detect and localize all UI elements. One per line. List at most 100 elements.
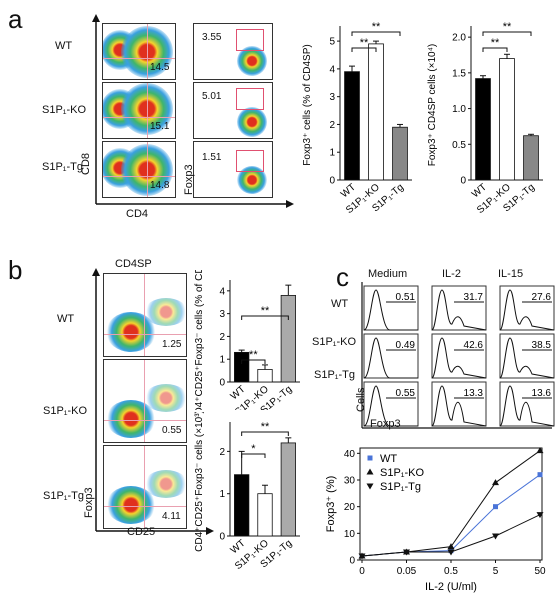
y-tick-label: 2 <box>329 120 335 131</box>
flow-plot-cd4cd8-wt: 14.5 <box>102 23 176 80</box>
histogram-box <box>499 333 555 379</box>
bar-chart-cd25-percent: CD4⁺CD25⁺Foxp3⁻ cells (% of CD4SP) 01234W… <box>194 270 300 410</box>
row-label-tg: S1P₁-Tg <box>42 161 84 173</box>
sig-bracket <box>482 47 508 52</box>
sig-marker: ** <box>249 349 258 361</box>
histogram-box <box>499 285 555 331</box>
row-label-tg-b: S1P₁-Tg <box>43 490 85 502</box>
foxp3-value-tg: 1.51 <box>202 152 222 163</box>
bar <box>257 493 273 537</box>
y-tick-label: 1 <box>219 355 225 366</box>
y-tick-label: 0 <box>219 378 225 389</box>
foxp3-axis-label-c: Foxp3 <box>370 418 401 430</box>
bar-chart-foxp3-count: Foxp3⁺ CD4SP cells (×10⁴)00.51.01.52.0WT… <box>427 21 543 216</box>
sig-marker: ** <box>491 37 500 49</box>
bar <box>257 369 273 383</box>
data-point <box>403 549 410 556</box>
bar <box>234 351 250 383</box>
flow-plot-foxp3-tg: 1.51 <box>193 141 273 198</box>
sig-marker: * <box>251 443 256 455</box>
panel-a-axes <box>92 14 294 208</box>
foxp3-value-ko: 5.01 <box>202 91 222 102</box>
flow-plot-cd25-wt: 1.25 <box>103 273 187 357</box>
y-tick-label: 3 <box>219 309 225 320</box>
histogram-box <box>363 381 419 427</box>
y-tick-label: 3 <box>329 92 335 103</box>
y-tick-label: 4 <box>219 286 225 297</box>
histogram-curve <box>431 337 487 379</box>
row-label-wt: WT <box>55 40 73 52</box>
flow-plot-cd25-tg: 4.11 <box>103 445 187 529</box>
data-point <box>447 549 455 556</box>
sig-marker: ** <box>372 21 381 33</box>
row-label-ko: S1P₁-KO <box>42 104 87 116</box>
row-label-wt-b: WT <box>57 313 75 325</box>
panel-b-axes <box>92 268 214 535</box>
histogram-value: 13.3 <box>464 388 484 399</box>
y-tick-label: 0 <box>329 176 335 187</box>
bar <box>523 135 539 181</box>
row-label-wt-c: WT <box>331 298 349 310</box>
bar-chart-cd25-count: CD4⁺CD25⁺Foxp3⁻ cells (×10³) 012WTS1P₁-KO… <box>194 412 300 572</box>
histogram-value: 0.49 <box>396 340 416 351</box>
sig-marker: ** <box>261 421 270 433</box>
sig-bracket <box>241 431 289 436</box>
y-axis-label: CD4⁺CD25⁺Foxp3⁻ cells (% of CD4SP) <box>194 270 205 410</box>
bar <box>280 442 296 537</box>
row-label-ko-c: S1P₁-KO <box>312 336 357 348</box>
bar <box>499 58 515 181</box>
bar <box>475 78 491 181</box>
data-point <box>367 455 373 461</box>
y-tick-label: 2.0 <box>452 33 466 44</box>
histogram-curve <box>431 289 487 331</box>
histogram-grid: 0.51 31.7 27.6 0.49 42.6 38.5 0.55 13.3 13.6 <box>361 282 555 429</box>
flow-plot-cd4cd8-ko: 15.1 <box>102 82 176 139</box>
histogram-box <box>499 381 555 427</box>
sig-bracket <box>241 315 289 320</box>
foxp3-axis-label-b: Foxp3 <box>83 487 95 518</box>
y-tick-label: 0 <box>349 556 355 567</box>
histogram-box <box>431 285 487 331</box>
histogram-curve <box>499 289 555 331</box>
y-tick-label: 1.0 <box>452 104 466 115</box>
y-tick-label: 0.5 <box>452 140 466 151</box>
y-tick-label: 5 <box>329 37 335 48</box>
sig-bracket <box>351 31 401 36</box>
bar <box>368 43 384 181</box>
data-point <box>493 504 498 510</box>
sig-marker: ** <box>360 37 369 49</box>
bar <box>392 126 408 181</box>
histogram-curve <box>363 289 418 331</box>
sig-bracket <box>241 453 266 458</box>
row-label-tg-c: S1P₁-Tg <box>314 369 356 381</box>
cd25-value-tg: 4.11 <box>162 511 181 522</box>
legend-label: S1P₁-Tg <box>380 481 421 493</box>
bar <box>234 474 250 537</box>
histogram-box <box>363 333 419 379</box>
data-point <box>536 447 544 454</box>
col-header-medium: Medium <box>368 268 408 280</box>
y-axis-label: Foxp3⁺ cells (% of CD4SP) <box>302 44 313 165</box>
y-tick-label: 1.5 <box>452 68 466 79</box>
y-tick-label: 0 <box>460 176 466 187</box>
bar <box>344 71 360 181</box>
histogram-value: 13.6 <box>532 388 552 399</box>
y-axis-label: CD4⁺CD25⁺Foxp3⁻ cells (×10³) <box>194 412 205 552</box>
foxp3-value-wt: 3.55 <box>202 32 222 43</box>
data-point <box>492 533 499 540</box>
y-tick-label: 20 <box>344 502 356 513</box>
data-point <box>447 543 455 550</box>
histogram-value: 27.6 <box>532 292 552 303</box>
sig-marker: ** <box>503 21 512 33</box>
row-label-ko-b: S1P₁-KO <box>43 405 88 417</box>
data-point <box>366 483 374 490</box>
histogram-curve <box>363 385 418 427</box>
histogram-value: 31.7 <box>464 292 484 303</box>
cd4sp-value-wt: 14.5 <box>150 62 170 73</box>
y-tick-label: 2 <box>219 332 225 343</box>
flow-plot-cd25-ko: 0.55 <box>103 359 187 443</box>
y-tick-label: 30 <box>344 476 356 487</box>
cd25-value-wt: 1.25 <box>162 339 182 350</box>
cd4sp-value-ko: 15.1 <box>150 121 170 132</box>
legend-label: S1P₁-KO <box>380 467 425 479</box>
